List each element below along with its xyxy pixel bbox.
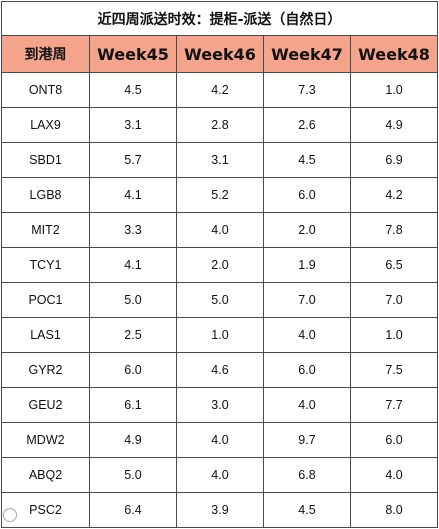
value-cell: 8.0	[349, 492, 439, 528]
value-cell: 4.5	[263, 492, 351, 528]
table-row: LGB8 4.1 5.2 6.0 4.2	[1, 177, 439, 213]
table-row: TCY1 4.1 2.0 1.9 6.5	[1, 247, 439, 283]
port-code-cell: MIT2	[1, 212, 90, 248]
value-cell: 1.0	[176, 317, 264, 353]
value-cell: 7.7	[349, 387, 439, 423]
table-row: ONT8 4.5 4.2 7.3 1.0	[1, 72, 439, 108]
value-cell: 6.0	[89, 352, 177, 388]
value-cell: 4.1	[89, 177, 177, 213]
value-cell: 7.8	[349, 212, 439, 248]
value-cell: 3.9	[176, 492, 264, 528]
value-cell: 4.5	[89, 72, 177, 108]
port-code-cell: ONT8	[1, 72, 90, 108]
value-cell: 3.3	[89, 212, 177, 248]
value-cell: 1.9	[263, 247, 351, 283]
port-code-cell: PSC2	[1, 492, 90, 528]
port-code-cell: GEU2	[1, 387, 90, 423]
table-row: PSC2 6.4 3.9 4.5 8.0	[1, 492, 439, 528]
value-cell: 5.0	[176, 282, 264, 318]
value-cell: 6.8	[263, 457, 351, 493]
port-code-cell: SBD1	[1, 142, 90, 178]
watermark-icon	[3, 508, 17, 522]
value-cell: 3.1	[176, 142, 264, 178]
value-cell: 6.4	[89, 492, 177, 528]
port-code-cell: POC1	[1, 282, 90, 318]
value-cell: 4.0	[176, 212, 264, 248]
value-cell: 4.0	[263, 387, 351, 423]
value-cell: 4.5	[263, 142, 351, 178]
value-cell: 2.6	[263, 107, 351, 143]
watermark-logo	[3, 508, 19, 522]
column-header-week48: Week48	[349, 35, 439, 73]
value-cell: 2.8	[176, 107, 264, 143]
value-cell: 6.0	[263, 352, 351, 388]
column-header-week45: Week45	[89, 35, 177, 73]
value-cell: 6.0	[263, 177, 351, 213]
table-row: MIT2 3.3 4.0 2.0 7.8	[1, 212, 439, 248]
value-cell: 7.3	[263, 72, 351, 108]
port-code-cell: GYR2	[1, 352, 90, 388]
port-code-cell: LAX9	[1, 107, 90, 143]
value-cell: 5.7	[89, 142, 177, 178]
table-row: LAX9 3.1 2.8 2.6 4.9	[1, 107, 439, 143]
column-header-week47: Week47	[263, 35, 351, 73]
value-cell: 5.2	[176, 177, 264, 213]
table-title: 近四周派送时效：提柜-派送（自然日）	[0, 1, 439, 36]
value-cell: 7.0	[349, 282, 439, 318]
value-cell: 1.0	[349, 317, 439, 353]
value-cell: 6.0	[349, 422, 439, 458]
value-cell: 1.0	[349, 72, 439, 108]
value-cell: 2.0	[176, 247, 264, 283]
value-cell: 6.1	[89, 387, 177, 423]
port-code-cell: LGB8	[1, 177, 90, 213]
table-row: POC1 5.0 5.0 7.0 7.0	[1, 282, 439, 318]
port-code-cell: TCY1	[1, 247, 90, 283]
table-row: GEU2 6.1 3.0 4.0 7.7	[1, 387, 439, 423]
port-code-cell: MDW2	[1, 422, 90, 458]
value-cell: 7.0	[263, 282, 351, 318]
table-row: ABQ2 5.0 4.0 6.8 4.0	[1, 457, 439, 493]
value-cell: 9.7	[263, 422, 351, 458]
value-cell: 2.5	[89, 317, 177, 353]
value-cell: 5.0	[89, 457, 177, 493]
column-header-week46: Week46	[176, 35, 264, 73]
value-cell: 7.5	[349, 352, 439, 388]
value-cell: 3.0	[176, 387, 264, 423]
value-cell: 4.0	[176, 457, 264, 493]
value-cell: 4.2	[349, 177, 439, 213]
port-code-cell: ABQ2	[1, 457, 90, 493]
value-cell: 4.9	[349, 107, 439, 143]
value-cell: 3.1	[89, 107, 177, 143]
value-cell: 6.9	[349, 142, 439, 178]
value-cell: 5.0	[89, 282, 177, 318]
value-cell: 4.0	[349, 457, 439, 493]
value-cell: 6.5	[349, 247, 439, 283]
value-cell: 2.0	[263, 212, 351, 248]
value-cell: 4.6	[176, 352, 264, 388]
value-cell: 4.1	[89, 247, 177, 283]
value-cell: 4.0	[176, 422, 264, 458]
table-row: MDW2 4.9 4.0 9.7 6.0	[1, 422, 439, 458]
value-cell: 4.0	[263, 317, 351, 353]
table-row: SBD1 5.7 3.1 4.5 6.9	[1, 142, 439, 178]
table-header-row: 到港周 Week45 Week46 Week47 Week48	[1, 35, 439, 73]
table-row: LAS1 2.5 1.0 4.0 1.0	[1, 317, 439, 353]
table-title-row: 近四周派送时效：提柜-派送（自然日）	[0, 1, 439, 36]
value-cell: 4.2	[176, 72, 264, 108]
table-row: GYR2 6.0 4.6 6.0 7.5	[1, 352, 439, 388]
port-code-cell: LAS1	[1, 317, 90, 353]
column-header-port: 到港周	[1, 35, 90, 73]
value-cell: 4.9	[89, 422, 177, 458]
